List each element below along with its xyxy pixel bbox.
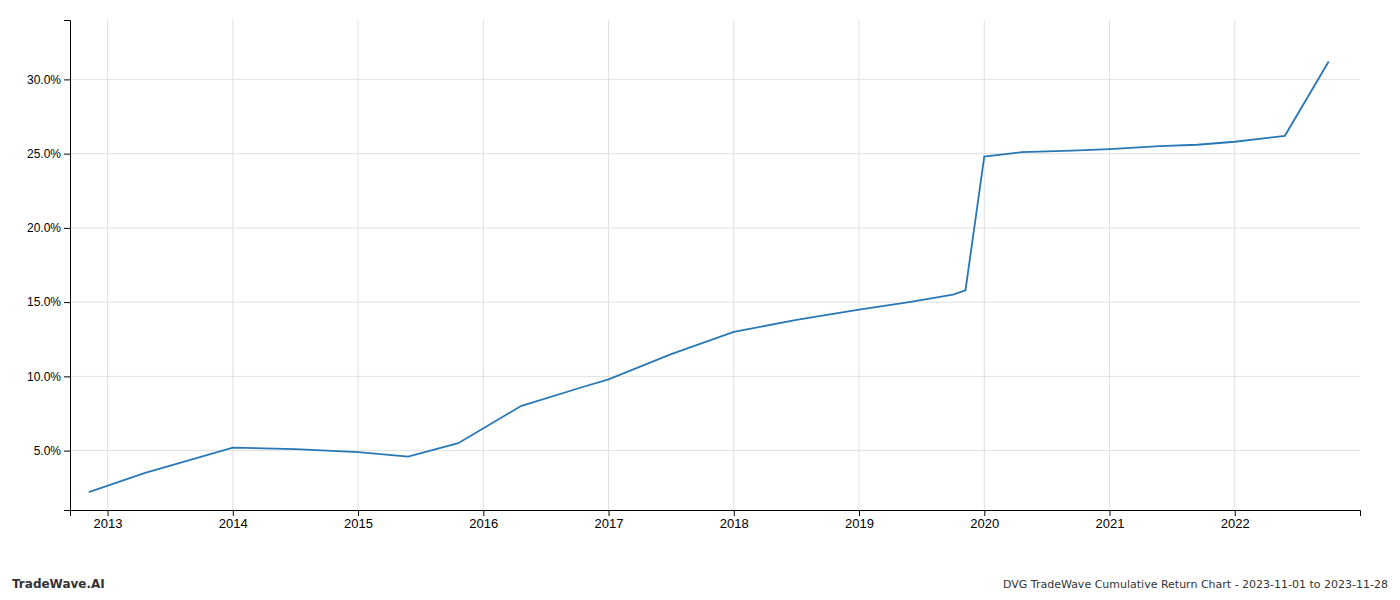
x-tick-mark: [609, 510, 610, 516]
y-tick: 15.0%: [27, 295, 70, 309]
x-tick-label: 2019: [845, 516, 874, 531]
x-tick: 2014: [219, 510, 248, 531]
x-tick-label: 2013: [94, 516, 123, 531]
x-tick-mark: [1110, 510, 1111, 516]
y-tick: 20.0%: [27, 221, 70, 235]
grid-line: [107, 20, 108, 510]
y-tick: 30.0%: [27, 73, 70, 87]
y-tick-mark: [64, 228, 70, 229]
y-tick-label: 25.0%: [27, 147, 61, 161]
x-tick: 2015: [344, 510, 373, 531]
watermark: TradeWave.AI: [12, 577, 105, 591]
x-tick-mark: [108, 510, 109, 516]
y-axis: 5.0% 10.0% 15.0% 20.0% 25.0% 30.0%: [27, 21, 71, 511]
grid-line: [608, 20, 609, 510]
x-tick: 2022: [1221, 510, 1250, 531]
x-tick-label: 2018: [720, 516, 749, 531]
x-tick: 2013: [94, 510, 123, 531]
plot-area: [89, 62, 1329, 493]
grid-line: [984, 20, 985, 510]
grid-line: [70, 79, 1360, 80]
chart: 2013 2014 2015 2016 2017 2018 2019 2020 2021 2022…: [0, 0, 1400, 600]
x-tick: 2018: [720, 510, 749, 531]
x-tick-mark: [859, 510, 860, 516]
x-tick-mark: [1235, 510, 1236, 516]
grid-line: [70, 227, 1360, 228]
x-tick-label: 2016: [469, 516, 498, 531]
grid-line: [1234, 20, 1235, 510]
x-axis: 2013 2014 2015 2016 2017 2018 2019 2020 2021 2022: [71, 510, 1361, 531]
x-tick: 2019: [845, 510, 874, 531]
y-tick-mark: [64, 376, 70, 377]
x-tick-label: 2022: [1221, 516, 1250, 531]
title: DVG TradeWave Cumulative Return Chart - …: [1003, 578, 1388, 591]
x-tick-label: 2014: [219, 516, 248, 531]
y-tick-label: 15.0%: [27, 295, 61, 309]
x-tick-mark: [984, 510, 985, 516]
y-tick-label: 5.0%: [34, 444, 62, 458]
x-tick-label: 2015: [344, 516, 373, 531]
grid-line: [733, 20, 734, 510]
x-tick-label: 2017: [595, 516, 624, 531]
y-tick: 5.0%: [34, 444, 70, 458]
x-tick: 2016: [469, 510, 498, 531]
grid: [70, 20, 1360, 510]
x-tick: 2017: [595, 510, 624, 531]
y-tick-label: 20.0%: [27, 221, 61, 235]
grid-line: [1109, 20, 1110, 510]
y-tick: 10.0%: [27, 370, 70, 384]
line: [89, 62, 1329, 493]
x-tick-label: 2021: [1096, 516, 1125, 531]
y-tick-mark: [64, 79, 70, 80]
x-tick-mark: [734, 510, 735, 516]
y-tick-label: 10.0%: [27, 370, 61, 384]
y-tick-mark: [64, 154, 70, 155]
grid-line: [358, 20, 359, 510]
x-tick-mark: [233, 510, 234, 516]
grid-line: [70, 302, 1360, 303]
x-tick: 2020: [970, 510, 999, 531]
grid-line: [70, 376, 1360, 377]
x-tick-mark: [358, 510, 359, 516]
y-tick-mark: [64, 302, 70, 303]
grid-line: [70, 153, 1360, 154]
grid-line: [70, 450, 1360, 451]
grid-line: [483, 20, 484, 510]
grid-line: [232, 20, 233, 510]
y-tick-mark: [64, 451, 70, 452]
grid-line: [859, 20, 860, 510]
y-tick-label: 30.0%: [27, 73, 61, 87]
x-tick-mark: [483, 510, 484, 516]
y-tick: 25.0%: [27, 147, 70, 161]
x-axis-line: [71, 511, 1361, 517]
y-axis-line: [64, 21, 71, 511]
x-tick: 2021: [1096, 510, 1125, 531]
x-tick-label: 2020: [970, 516, 999, 531]
